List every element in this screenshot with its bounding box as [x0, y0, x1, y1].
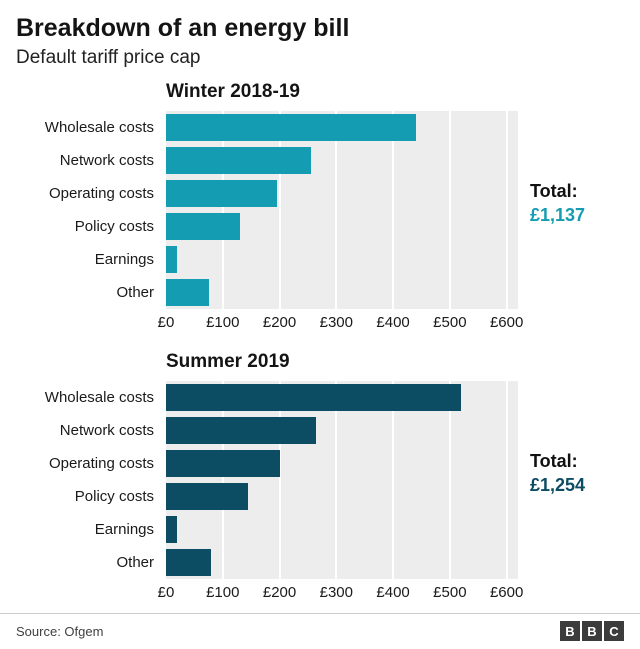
- plot-area: [166, 381, 518, 579]
- category-label: Network costs: [59, 422, 154, 439]
- x-axis: £0 £100 £200 £300 £400 £500 £600: [158, 309, 524, 339]
- bar-row: [166, 414, 518, 447]
- chart-winter-2018-19: Winter 2018-19 Wholesale costs Network co…: [16, 75, 624, 339]
- axis-tick-label: £300: [319, 584, 353, 601]
- bar: [166, 549, 212, 576]
- total-label: Total:: [530, 450, 578, 471]
- bar-row: [166, 210, 518, 243]
- total-value: £1,254: [530, 474, 586, 495]
- logo-block: B: [582, 621, 602, 641]
- gridline: [335, 381, 338, 579]
- axis-tick-label: £300: [319, 314, 353, 331]
- category-label: Earnings: [94, 251, 154, 268]
- axis-tick-label: £400: [376, 584, 410, 601]
- category-label: Wholesale costs: [44, 389, 154, 406]
- axis-tick-label: £600: [489, 584, 524, 601]
- bar: [166, 147, 311, 174]
- axis-tick-label: £0: [157, 314, 175, 331]
- category-label: Network costs: [59, 152, 154, 169]
- total-block: Total: £1,137: [518, 111, 624, 309]
- category-labels: Wholesale costs Network costs Operating co…: [16, 381, 166, 579]
- category-labels: Wholesale costs Network costs Operating co…: [16, 111, 166, 309]
- axis-tick-label: £500: [433, 584, 467, 601]
- gridline: [278, 381, 281, 579]
- bar: [166, 180, 277, 207]
- page-title: Breakdown of an energy bill: [16, 14, 350, 42]
- bar-row: [166, 144, 518, 177]
- gridline: [221, 111, 224, 309]
- x-axis: £0 £100 £200 £300 £400 £500 £600: [158, 579, 524, 609]
- bar-row: [166, 513, 518, 546]
- axis-tick-label: £500: [433, 314, 467, 331]
- category-label: Operating costs: [48, 185, 154, 202]
- bar: [166, 114, 416, 141]
- chart-title: Winter 2018-19: [166, 81, 300, 102]
- gridline: [221, 381, 224, 579]
- bar-row: [166, 243, 518, 276]
- bar: [166, 516, 178, 543]
- bar: [166, 213, 240, 240]
- bar-row: [166, 480, 518, 513]
- bar-row: [166, 447, 518, 480]
- gridline: [505, 381, 508, 579]
- bar: [166, 483, 249, 510]
- chart-summer-2019: Summer 2019 Wholesale costs Network costs…: [16, 345, 624, 609]
- axis-tick-label: £600: [489, 314, 524, 331]
- gridline: [448, 111, 451, 309]
- gridline: [278, 111, 281, 309]
- total-block: Total: £1,254: [518, 381, 624, 579]
- axis-tick-label: £400: [376, 314, 410, 331]
- bar-row: [166, 276, 518, 309]
- category-label: Other: [116, 284, 154, 301]
- gridline: [335, 111, 338, 309]
- source-text: Source: Ofgem: [16, 623, 104, 639]
- category-label: Policy costs: [74, 488, 154, 505]
- chart-title: Summer 2019: [166, 351, 290, 372]
- bar: [166, 450, 280, 477]
- bar-row: [166, 177, 518, 210]
- logo-block: B: [560, 621, 580, 641]
- axis-tick-label: £100: [206, 314, 240, 331]
- bar: [166, 417, 317, 444]
- bar: [166, 246, 178, 273]
- total-value: £1,137: [530, 204, 586, 225]
- axis-tick-label: £200: [262, 584, 297, 601]
- gridline: [448, 381, 451, 579]
- bar: [166, 279, 209, 306]
- total-label: Total:: [530, 180, 578, 201]
- bar-row: [166, 381, 518, 414]
- category-label: Earnings: [94, 521, 154, 538]
- plot-area: [166, 111, 518, 309]
- bar-row: [166, 111, 518, 144]
- logo-block: C: [604, 621, 624, 641]
- bar-row: [166, 546, 518, 579]
- gridline: [392, 111, 395, 309]
- axis-tick-label: £100: [206, 584, 240, 601]
- category-label: Policy costs: [74, 218, 154, 235]
- category-label: Operating costs: [48, 455, 154, 472]
- page-subtitle: Default tariff price cap: [16, 47, 201, 68]
- axis-tick-label: £0: [157, 584, 175, 601]
- category-label: Wholesale costs: [44, 119, 154, 136]
- category-label: Other: [116, 554, 154, 571]
- gridline: [392, 381, 395, 579]
- gridline: [505, 111, 508, 309]
- bar: [166, 384, 462, 411]
- axis-tick-label: £200: [262, 314, 297, 331]
